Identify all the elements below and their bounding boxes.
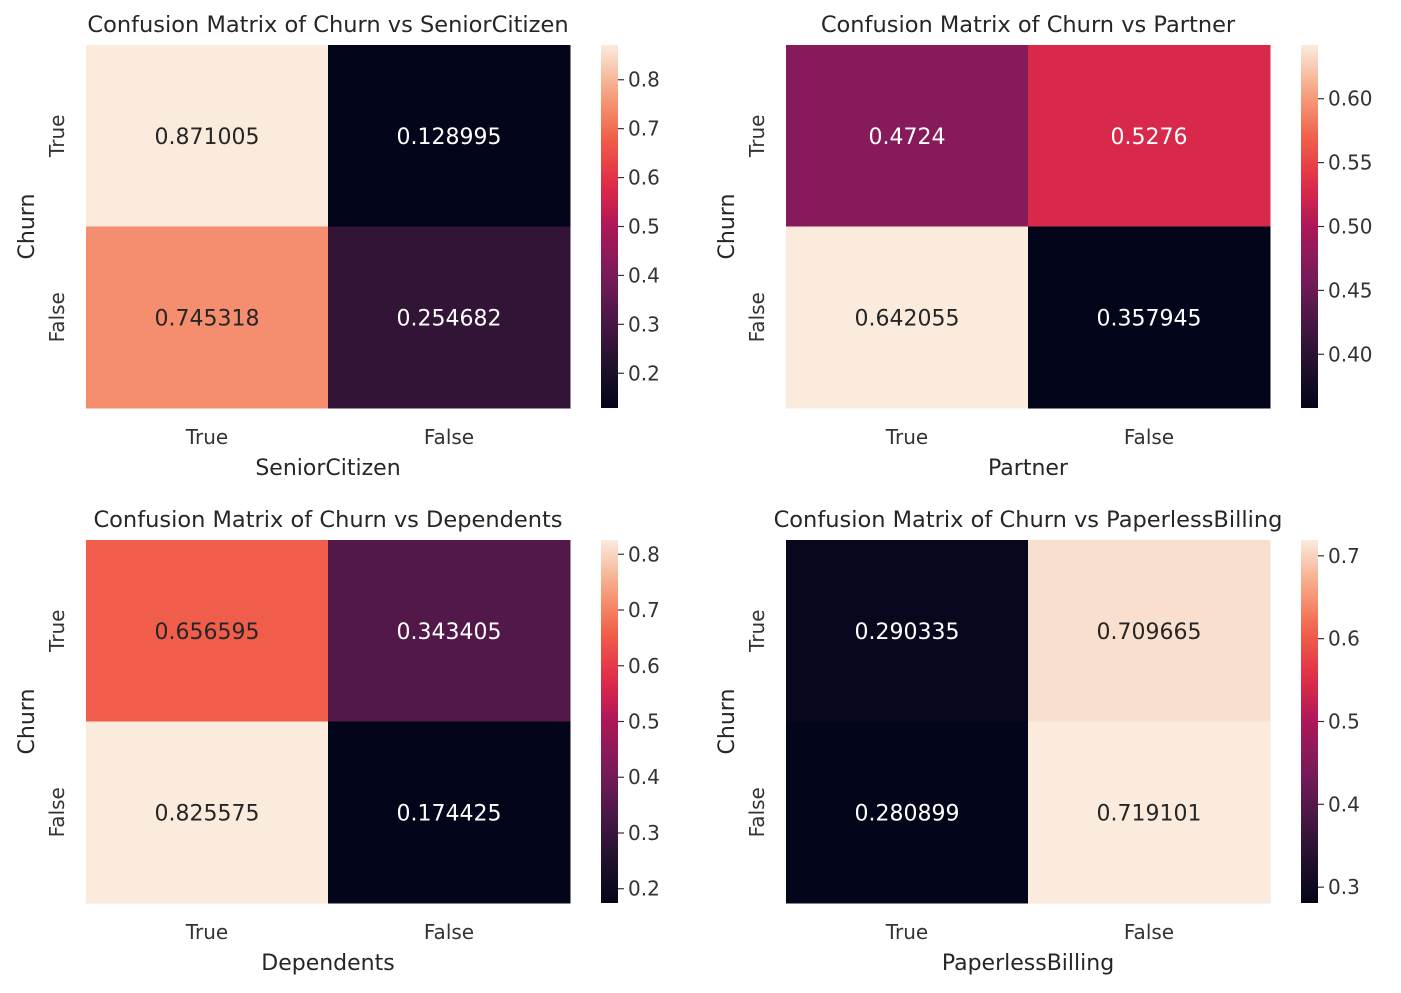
y-axis-label: Churn [715,194,740,260]
x-axis-label: PaperlessBilling [942,951,1114,976]
y-tick-label: False [45,787,69,837]
colorbar-tick-label: 0.5 [1328,710,1360,734]
heatmap-cell [86,721,329,904]
cell-value-label: 0.642055 [855,306,960,331]
colorbar-tick-label: 0.2 [628,361,660,385]
heatmap-cell [1028,226,1271,409]
chart-title: Confusion Matrix of Churn vs Dependents [93,507,562,533]
heatmap-cell [86,226,329,409]
cell-value-label: 0.871005 [155,125,260,150]
cell-value-label: 0.4724 [869,125,946,150]
cell-value-label: 0.280899 [855,801,960,826]
colorbar-tick-label: 0.3 [628,312,660,336]
heatmap-cell [328,226,571,409]
colorbar-tick-label: 0.3 [1328,875,1360,899]
cell-value-label: 0.174425 [397,801,502,826]
colorbar-tick-label: 0.50 [1328,215,1373,239]
colorbar-tick-label: 0.8 [628,68,660,92]
colorbar-tick-label: 0.6 [1328,627,1360,651]
colorbar [1301,540,1318,903]
heatmap-cell [86,45,329,227]
colorbar [1301,45,1318,408]
heatmap-panel-1: Confusion Matrix of Churn vs SeniorCitiz… [15,12,660,481]
colorbar-tick-label: 0.6 [628,654,660,678]
y-axis-label: Churn [15,194,40,260]
x-axis-label: Partner [988,456,1069,481]
heatmap-panel-2: Confusion Matrix of Churn vs Partner 0.47… [715,12,1373,481]
colorbar-tick-label: 0.45 [1328,278,1373,302]
chart-title: Confusion Matrix of Churn vs Partner [821,12,1236,38]
heatmap-cell [786,45,1029,227]
x-tick-label: False [1124,425,1174,449]
colorbar-tick-label: 0.7 [628,598,660,622]
heatmap-cell [1028,721,1271,904]
cell-value-label: 0.357945 [1097,306,1202,331]
x-tick-label: True [885,920,928,944]
colorbar-tick-label: 0.60 [1328,87,1373,111]
cell-value-label: 0.254682 [397,306,502,331]
x-axis-label: SeniorCitizen [255,456,400,481]
heatmap-cell [86,540,329,722]
heatmap-cell [786,540,1029,722]
heatmap-cell [1028,45,1271,227]
cell-value-label: 0.290335 [855,620,960,645]
colorbar-tick-label: 0.8 [628,542,660,566]
heatmap-cell [328,45,571,227]
x-tick-label: True [185,920,228,944]
colorbar [601,540,618,903]
y-axis-label: Churn [15,689,40,755]
heatmap-panel-4: Confusion Matrix of Churn vs PaperlessBi… [715,507,1360,976]
cell-value-label: 0.825575 [155,801,260,826]
x-tick-label: False [424,920,474,944]
colorbar-tick-label: 0.5 [628,710,660,734]
x-axis-label: Dependents [261,951,394,976]
y-tick-label: True [745,115,769,158]
x-tick-label: False [424,425,474,449]
x-tick-label: True [185,425,228,449]
y-tick-label: False [745,787,769,837]
colorbar-tick-label: 0.3 [628,821,660,845]
chart-title: Confusion Matrix of Churn vs PaperlessBi… [774,507,1283,533]
heatmap-cell [1028,540,1271,722]
colorbar-tick-label: 0.4 [628,765,660,789]
heatmap-panel-3: Confusion Matrix of Churn vs Dependents 0… [15,507,660,976]
cell-value-label: 0.128995 [397,125,502,150]
colorbar-tick-label: 0.6 [628,166,660,190]
cell-value-label: 0.709665 [1097,620,1202,645]
colorbar-tick-label: 0.7 [1328,544,1360,568]
x-tick-label: False [1124,920,1174,944]
heatmap-cell [328,721,571,904]
heatmap-cell [786,721,1029,904]
y-tick-label: True [45,115,69,158]
colorbar-tick-label: 0.40 [1328,342,1373,366]
cell-value-label: 0.719101 [1097,801,1202,826]
cell-value-label: 0.745318 [155,306,260,331]
x-tick-label: True [885,425,928,449]
colorbar-tick-label: 0.5 [628,215,660,239]
y-axis-label: Churn [715,689,740,755]
heatmap-cell [786,226,1029,409]
colorbar [601,45,618,408]
y-tick-label: False [45,292,69,342]
colorbar-tick-label: 0.2 [628,877,660,901]
cell-value-label: 0.5276 [1111,125,1188,150]
colorbar-tick-label: 0.4 [1328,792,1360,816]
y-tick-label: True [745,610,769,653]
colorbar-tick-label: 0.7 [628,117,660,141]
cell-value-label: 0.343405 [397,620,502,645]
cell-value-label: 0.656595 [155,620,260,645]
y-tick-label: True [45,610,69,653]
colorbar-tick-label: 0.4 [628,263,660,287]
colorbar-tick-label: 0.55 [1328,151,1373,175]
chart-title: Confusion Matrix of Churn vs SeniorCitiz… [87,12,568,38]
heatmap-cell [328,540,571,722]
y-tick-label: False [745,292,769,342]
